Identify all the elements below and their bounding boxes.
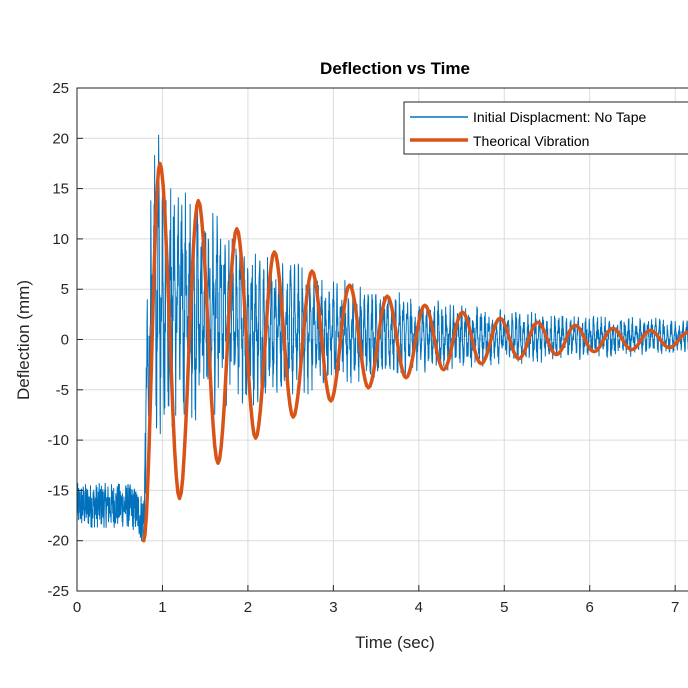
- x-tick-label: 7: [671, 599, 679, 616]
- legend-label-theorical-vibration: Theorical Vibration: [473, 133, 589, 149]
- x-tick-label: 4: [415, 599, 423, 616]
- axis-ticks: 0 1 2 3 4 5 6 7 -25 -20 -15 -10 -5 0 5 10 15 20 25: [47, 80, 679, 616]
- y-tick-label: -10: [47, 432, 69, 449]
- y-tick-label: 15: [52, 181, 69, 198]
- x-tick-label: 5: [500, 599, 508, 616]
- legend-label-initial-displacement: Initial Displacment: No Tape: [473, 109, 646, 125]
- chart-title: Deflection vs Time: [320, 59, 470, 78]
- y-tick-label: -15: [47, 482, 69, 499]
- x-axis-label: Time (sec): [355, 633, 435, 652]
- series-line-initial-displacement: [76, 134, 688, 542]
- x-tick-label: 1: [158, 599, 166, 616]
- y-tick-label: -5: [56, 382, 69, 399]
- y-tick-label: 10: [52, 231, 69, 248]
- series-line-theorical-vibration: [141, 161, 688, 543]
- x-tick-label: 6: [586, 599, 594, 616]
- y-tick-label: 20: [52, 130, 69, 147]
- x-tick-label: 0: [73, 599, 81, 616]
- plot-data: [76, 134, 688, 543]
- y-tick-label: 0: [61, 332, 69, 349]
- y-tick-label: 25: [52, 80, 69, 97]
- y-tick-label: 5: [61, 281, 69, 298]
- x-tick-label: 3: [329, 599, 337, 616]
- y-tick-label: -25: [47, 583, 69, 600]
- legend-box: [403, 101, 688, 155]
- x-tick-label: 2: [244, 599, 252, 616]
- y-axis-label: Deflection (mm): [14, 280, 33, 400]
- legend: Initial Displacment: No Tape Theorical V…: [403, 101, 688, 155]
- y-tick-label: -20: [47, 533, 69, 550]
